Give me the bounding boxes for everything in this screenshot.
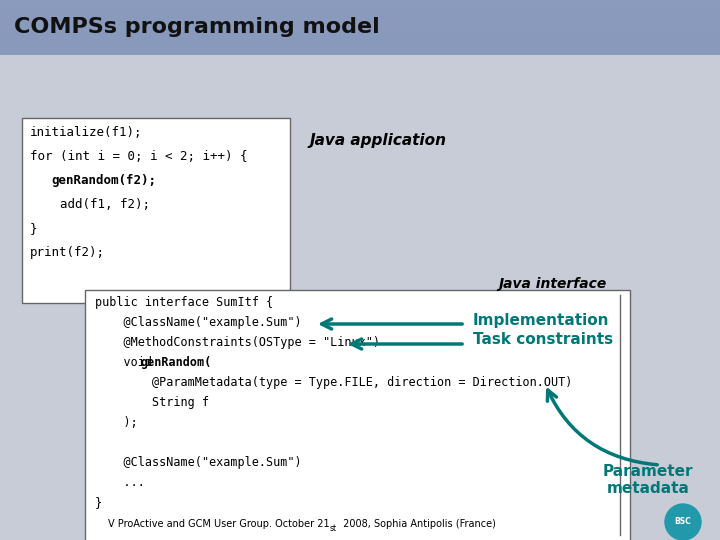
Bar [0,30,720,31]
Text: print(f2);: print(f2); [30,246,105,259]
Bar [0,25,720,26]
Bar [0,53,720,54]
Bar [0,41,720,42]
Text: add(f1, f2);: add(f1, f2); [30,198,150,211]
Bar [0,0,720,55]
Bar [0,16,720,17]
Bar [0,24,720,25]
Bar [0,2,720,3]
Text: }: } [30,222,37,235]
Bar [0,37,720,38]
Text: );: ); [95,416,138,429]
Bar [0,6,720,7]
Bar [0,54,720,55]
Bar [0,46,720,47]
Circle shape [665,504,701,540]
Bar [0,42,720,43]
Bar [0,19,720,20]
Bar [0,3,720,4]
Bar [0,33,720,34]
Text: V ProActive and GCM User Group. October 21: V ProActive and GCM User Group. October … [109,519,330,529]
Bar [0,32,720,33]
Bar [0,27,720,28]
Bar [0,26,720,27]
Bar [0,11,720,12]
Bar [0,23,720,24]
Bar [22,118,290,303]
Bar [85,290,630,540]
Bar [0,1,720,2]
Text: @ClassName("example.Sum"): @ClassName("example.Sum") [95,456,302,469]
Bar [0,12,720,13]
Bar [0,49,720,50]
Bar [0,34,720,35]
Bar [0,8,720,9]
Text: }: } [95,496,102,509]
Text: @ParamMetadata(type = Type.FILE, direction = Direction.OUT): @ParamMetadata(type = Type.FILE, directi… [95,376,572,389]
Bar [0,51,720,52]
Text: Parameter
metadata: Parameter metadata [603,464,693,496]
Bar [0,21,720,22]
Text: st: st [330,524,337,533]
Bar [0,39,720,40]
Bar [0,10,720,11]
Text: genRandom(f2);: genRandom(f2); [52,174,157,187]
Bar [0,5,720,6]
Bar [0,38,720,39]
Bar [0,35,720,36]
Bar [0,47,720,48]
Bar [0,52,720,53]
Bar [0,31,720,32]
Bar [0,43,720,44]
Text: for (int i = 0; i < 2; i++) {: for (int i = 0; i < 2; i++) { [30,150,248,163]
Bar [0,13,720,14]
Text: BSC: BSC [675,517,691,526]
Bar [0,50,720,51]
Bar [0,14,720,15]
Text: ...: ... [95,476,145,489]
Bar [0,45,720,46]
Bar [0,55,720,540]
Bar [0,9,720,10]
Text: @ClassName("example.Sum"): @ClassName("example.Sum") [95,316,302,329]
Text: @MethodConstraints(OSType = "Linux"): @MethodConstraints(OSType = "Linux") [95,336,380,349]
Bar [0,17,720,18]
Text: COMPSs programming model: COMPSs programming model [14,17,379,37]
Bar [0,15,720,16]
Text: String f: String f [95,396,209,409]
Bar [0,0,720,1]
Text: Java application: Java application [310,133,447,148]
Bar [0,48,720,49]
Bar [0,4,720,5]
Bar [0,7,720,8]
Bar [0,36,720,37]
Text: Implementation: Implementation [473,313,610,327]
Text: void: void [95,356,159,369]
Bar [0,44,720,45]
Text: public interface SumItf {: public interface SumItf { [95,296,273,309]
Text: Task constraints: Task constraints [473,333,613,348]
Bar [0,22,720,23]
Text: initialize(f1);: initialize(f1); [30,126,143,139]
Bar [0,28,720,29]
Bar [0,18,720,19]
Bar [0,20,720,21]
Bar [0,29,720,30]
Text: Java interface: Java interface [498,277,606,291]
Text: 2008, Sophia Antipolis (France): 2008, Sophia Antipolis (France) [340,519,496,529]
Bar [0,40,720,41]
Text: genRandom(: genRandom( [141,356,212,369]
